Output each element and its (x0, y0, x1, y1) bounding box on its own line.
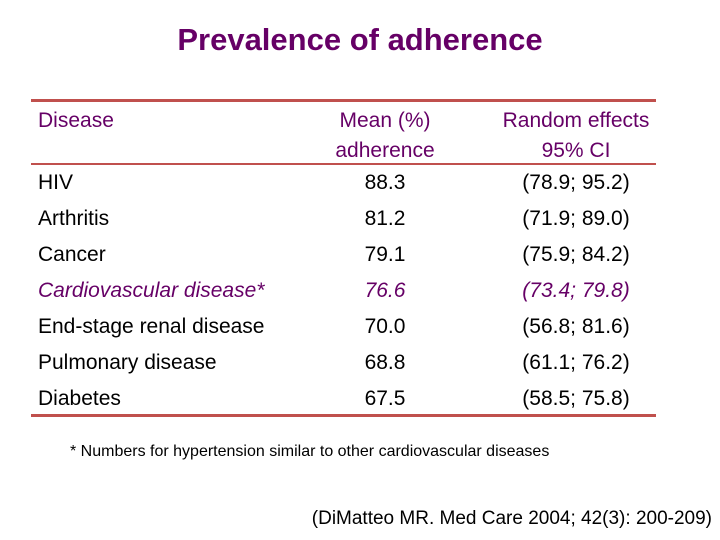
cell-disease: Cancer (38, 243, 106, 266)
citation: (DiMatteo MR. Med Care 2004; 42(3): 200-… (311, 508, 712, 529)
cell-ci: (71.9; 89.0) (522, 207, 630, 230)
header-mean-line1: Mean (%) (339, 109, 431, 132)
table-row: Cancer 79.1 (75.9; 84.2) (0, 238, 720, 274)
footnote: * Numbers for hypertension similar to ot… (70, 443, 550, 460)
cell-ci: (58.5; 75.8) (522, 387, 630, 410)
cell-disease: Cardiovascular disease* (38, 279, 265, 302)
cell-mean: 81.2 (364, 207, 406, 230)
cell-ci: (73.4; 79.8) (522, 279, 630, 302)
header-ci-line1: Random effects (502, 109, 650, 132)
table-row: HIV 88.3 (78.9; 95.2) (0, 166, 720, 202)
header-disease: Disease (38, 109, 114, 132)
cell-disease: Diabetes (38, 387, 121, 410)
table-bottom-rule (31, 414, 656, 417)
table-row: Diabetes 67.5 (58.5; 75.8) (0, 382, 720, 418)
header-ci: Random effects 95% CI (478, 106, 674, 166)
cell-disease: End-stage renal disease (38, 315, 265, 338)
table-row: End-stage renal disease 70.0 (56.8; 81.6… (0, 310, 720, 346)
slide-title: Prevalence of adherence (177, 22, 543, 57)
cell-ci: (75.9; 84.2) (522, 243, 630, 266)
cell-disease: Pulmonary disease (38, 351, 217, 374)
cell-mean: 67.5 (364, 387, 406, 410)
cell-mean: 79.1 (364, 243, 406, 266)
cell-ci: (61.1; 76.2) (522, 351, 630, 374)
cell-mean: 88.3 (364, 171, 406, 194)
table-row: Arthritis 81.2 (71.9; 89.0) (0, 202, 720, 238)
cell-mean: 68.8 (364, 351, 406, 374)
cell-ci: (56.8; 81.6) (522, 315, 630, 338)
table-row: Pulmonary disease 68.8 (61.1; 76.2) (0, 346, 720, 382)
cell-mean: 76.6 (364, 279, 406, 302)
table-top-rule (31, 99, 656, 102)
header-mean-adherence: Mean (%) adherence (300, 106, 470, 166)
header-mean-line2: adherence (335, 139, 435, 162)
cell-mean: 70.0 (364, 315, 406, 338)
cell-disease: Arthritis (38, 207, 110, 230)
table-row-highlighted: Cardiovascular disease* 76.6 (73.4; 79.8… (0, 274, 720, 310)
cell-disease: HIV (38, 171, 74, 194)
table-header-rule (31, 163, 656, 165)
header-ci-line2: 95% CI (541, 139, 611, 162)
cell-ci: (78.9; 95.2) (522, 171, 630, 194)
